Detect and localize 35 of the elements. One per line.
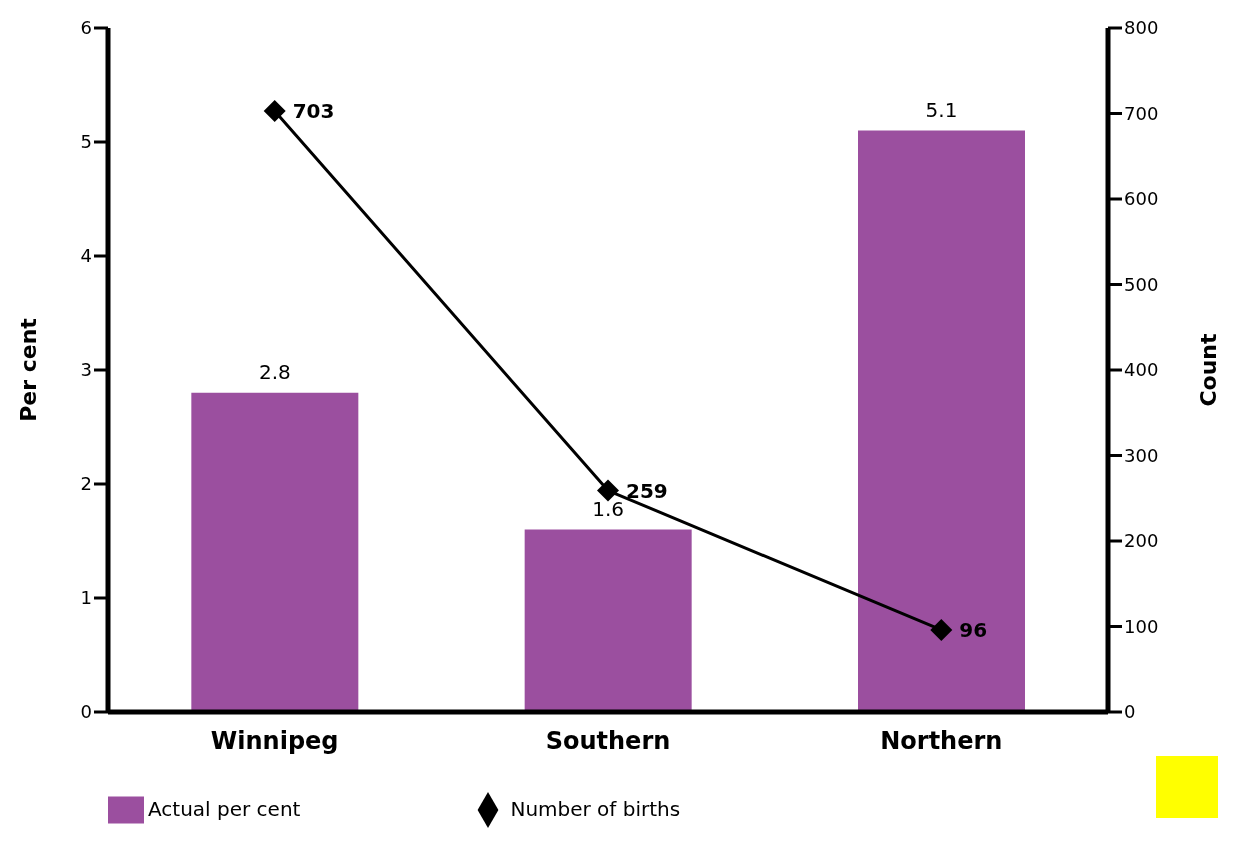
y-tick-label: 4 — [80, 245, 92, 267]
x-tick-label: Northern — [880, 727, 1003, 756]
y2-tick-label: 0 — [1124, 701, 1136, 723]
y-tick-label: 1 — [80, 587, 92, 609]
point — [930, 618, 953, 641]
y2-tick-label: 500 — [1124, 273, 1159, 295]
data-label: 2.8 — [258, 359, 291, 384]
y2-axis-title: Count — [1195, 332, 1221, 407]
y2-tick-label: 800 — [1124, 17, 1159, 39]
data-label: 5.1 — [925, 97, 958, 122]
y-tick-label: 3 — [80, 359, 92, 381]
y2-tick-label: 300 — [1124, 444, 1159, 466]
data-label: 1.6 — [592, 496, 625, 521]
data-label: 703 — [292, 99, 335, 124]
y-tick-label: 0 — [80, 701, 92, 723]
bar — [524, 529, 692, 712]
y2-tick-label: 600 — [1124, 188, 1159, 210]
y-axis-title: Per cent — [15, 317, 41, 422]
data-label: 96 — [959, 618, 988, 643]
legend-label: Number of births — [510, 796, 681, 821]
data-label: 259 — [626, 478, 668, 503]
bar — [191, 392, 359, 712]
x-tick-label: Winnipeg — [210, 727, 339, 756]
point — [597, 479, 619, 502]
x-tick-label: Southern — [545, 727, 671, 756]
y-tick-label: 5 — [80, 131, 92, 153]
bar — [858, 130, 1025, 712]
y2-tick-label: 700 — [1124, 102, 1159, 124]
y2-tick-label: 400 — [1124, 359, 1159, 381]
y2-tick-label: 100 — [1124, 615, 1159, 637]
point — [263, 99, 286, 122]
y2-tick-label: 200 — [1124, 530, 1159, 552]
legend-label: Actual per cent — [148, 796, 301, 821]
y-tick-label: 6 — [80, 17, 92, 39]
y-tick-label: 2 — [80, 473, 92, 495]
